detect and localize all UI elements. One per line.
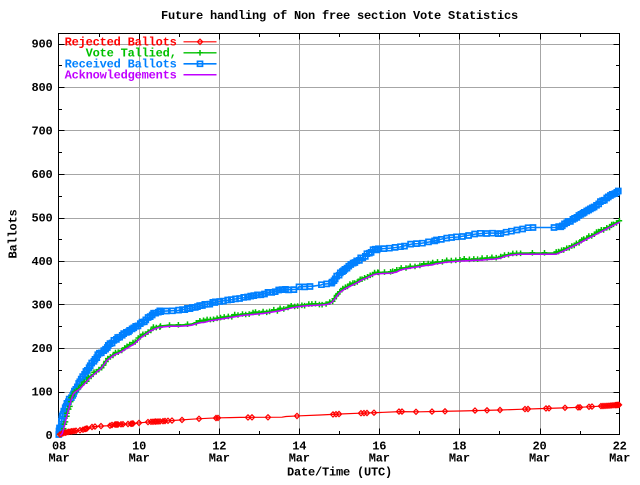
svg-text:Mar: Mar xyxy=(529,452,550,466)
svg-text:Mar: Mar xyxy=(369,452,390,466)
svg-text:0: 0 xyxy=(45,429,52,443)
svg-text:900: 900 xyxy=(31,38,52,52)
svg-text:Mar: Mar xyxy=(209,452,230,466)
svg-text:Mar: Mar xyxy=(48,452,69,466)
svg-text:14: 14 xyxy=(292,440,306,454)
svg-text:22: 22 xyxy=(613,440,627,454)
svg-text:08: 08 xyxy=(52,440,66,454)
svg-text:Received Ballots: Received Ballots xyxy=(65,57,177,71)
svg-text:Mar: Mar xyxy=(609,452,630,466)
svg-text:16: 16 xyxy=(372,440,386,454)
svg-text:100: 100 xyxy=(31,386,52,400)
svg-text:500: 500 xyxy=(31,212,52,226)
svg-text:10: 10 xyxy=(132,440,146,454)
svg-text:300: 300 xyxy=(31,299,52,313)
svg-text:800: 800 xyxy=(31,81,52,95)
svg-text:Mar: Mar xyxy=(129,452,150,466)
svg-text:600: 600 xyxy=(31,168,52,182)
svg-text:Ballots: Ballots xyxy=(7,209,21,258)
svg-text:400: 400 xyxy=(31,255,52,269)
svg-text:18: 18 xyxy=(452,440,466,454)
svg-text:200: 200 xyxy=(31,342,52,356)
svg-text:700: 700 xyxy=(31,125,52,139)
svg-text:Date/Time (UTC): Date/Time (UTC) xyxy=(287,466,392,480)
svg-text:20: 20 xyxy=(532,440,546,454)
svg-text:Future handling of Non free se: Future handling of Non free section Vote… xyxy=(161,9,518,23)
svg-text:12: 12 xyxy=(212,440,226,454)
svg-text:Mar: Mar xyxy=(289,452,310,466)
svg-text:Mar: Mar xyxy=(449,452,470,466)
svg-text:Vote Tallied,: Vote Tallied, xyxy=(86,46,177,60)
svg-text:Rejected Ballots: Rejected Ballots xyxy=(65,35,177,49)
svg-text:Acknowledgements: Acknowledgements xyxy=(65,68,177,82)
